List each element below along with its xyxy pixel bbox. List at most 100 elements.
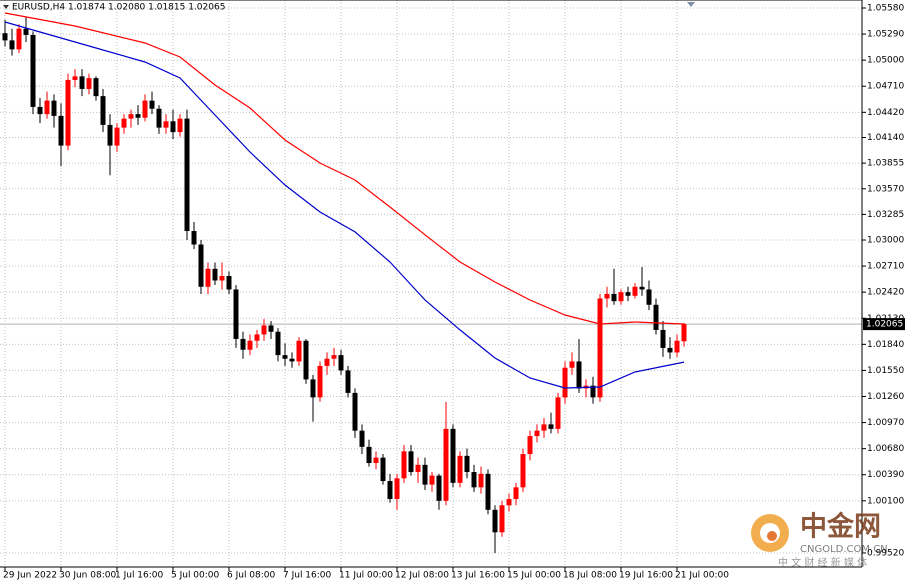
- candle-body: [387, 481, 393, 500]
- candle-body: [254, 334, 260, 341]
- x-tick-label: 29 Jun 2022: [3, 571, 57, 581]
- candle-body: [485, 473, 491, 510]
- candle-body: [492, 509, 498, 533]
- candle-body: [44, 100, 50, 115]
- moving-average: [4, 21, 685, 389]
- candle-body: [233, 289, 239, 339]
- candle-body: [282, 355, 288, 359]
- y-tick-label: 1.00100: [867, 496, 904, 506]
- y-tick-label: 1.01260: [867, 392, 904, 402]
- candle-body: [674, 340, 680, 353]
- candle-body: [443, 428, 449, 501]
- candle-body: [16, 28, 22, 50]
- candle-body: [422, 464, 428, 485]
- candle-body: [205, 268, 211, 287]
- candle-body: [534, 430, 540, 437]
- candle-body: [135, 114, 141, 118]
- candle-body: [562, 367, 568, 398]
- candle-body: [121, 118, 127, 128]
- candle-body: [338, 355, 344, 371]
- candle-body: [303, 340, 309, 380]
- x-tick-label: 1 Jul 16:00: [115, 571, 164, 581]
- x-tick-label: 7 Jul 16:00: [283, 571, 332, 581]
- candle-body: [226, 275, 232, 290]
- candle-body: [30, 34, 36, 107]
- candle-body: [191, 231, 197, 245]
- x-tick-label: 5 Jul 00:00: [171, 571, 220, 581]
- y-tick-label: 1.03285: [867, 210, 904, 220]
- y-tick-label: 1.05000: [867, 56, 904, 66]
- candle-body: [569, 361, 575, 368]
- candle-body: [478, 473, 484, 488]
- candle-body: [240, 338, 246, 350]
- candle-body: [527, 436, 533, 455]
- candle-body: [114, 127, 120, 146]
- candle-body: [37, 106, 43, 115]
- candle-body: [296, 340, 302, 362]
- candle-body: [667, 347, 673, 353]
- y-tick-label: 0.99520: [867, 548, 904, 558]
- grid: [0, 0, 862, 567]
- watermark-brand: 中金网: [800, 511, 881, 543]
- candle-body: [331, 355, 337, 359]
- candle-body: [611, 293, 617, 302]
- candle-body: [163, 121, 169, 128]
- candle-body: [261, 325, 267, 335]
- candle-body: [597, 298, 603, 398]
- candle-body: [86, 78, 92, 89]
- x-tick-label: 30 Jun 08:00: [59, 571, 116, 581]
- y-tick-label: 1.03855: [867, 159, 904, 169]
- candle-body: [653, 304, 659, 330]
- candle-body: [156, 108, 162, 128]
- candle-body: [65, 79, 71, 146]
- moving-average: [4, 12, 685, 325]
- candle-body: [198, 244, 204, 287]
- candle-body: [128, 114, 134, 119]
- candle-body: [457, 455, 463, 483]
- candle-body: [324, 358, 330, 366]
- x-tick-label: 13 Jul 16:00: [451, 571, 505, 581]
- candle-body: [72, 76, 78, 80]
- candle-body: [345, 370, 351, 393]
- candle-body: [177, 118, 183, 133]
- y-tick-label: 1.04420: [867, 108, 904, 118]
- price-label-box: [863, 318, 905, 331]
- watermark-site: CNGOLD.COM.CN: [800, 544, 888, 555]
- x-tick-label: 12 Jul 08:00: [395, 571, 449, 581]
- y-tick-label: 1.04140: [867, 133, 904, 143]
- candle-body: [107, 124, 113, 146]
- candle-body: [499, 505, 505, 533]
- candle-body: [79, 76, 85, 89]
- candle-body: [639, 286, 645, 290]
- x-tick-label: 19 Jul 16:00: [619, 571, 673, 581]
- candle-body: [632, 286, 638, 296]
- candle-body: [408, 451, 414, 473]
- candle-body: [310, 379, 316, 398]
- candle-body: [401, 451, 407, 479]
- candle-body: [436, 475, 442, 501]
- y-tick-label: 1.02710: [867, 262, 904, 272]
- x-tick-label: 11 Jul 00:00: [339, 571, 393, 581]
- watermark: 中金网 CNGOLD.COM.CN 中 文 财 经 新 媒 体: [751, 511, 888, 569]
- y-tick-label: 1.04710: [867, 82, 904, 92]
- y-tick-label: 1.00680: [867, 444, 904, 454]
- shift-marker: [687, 2, 695, 7]
- candle-body: [184, 118, 190, 232]
- x-tick-label: 21 Jul 00:00: [675, 571, 729, 581]
- y-tick-label: 1.03570: [867, 184, 904, 194]
- candle-body: [170, 121, 176, 133]
- price-label: 1.02065: [866, 320, 903, 330]
- candle-body: [149, 100, 155, 109]
- legend-icon: [3, 5, 9, 9]
- legend-text: EURUSD,H4 1.01874 1.02080 1.01815 1.0206…: [12, 3, 225, 13]
- candle-body: [373, 457, 379, 464]
- x-tick-label: 18 Jul 08:00: [563, 571, 617, 581]
- candle-body: [548, 424, 554, 429]
- candle-body: [100, 96, 106, 125]
- candle-body: [520, 454, 526, 488]
- candle-body: [58, 115, 64, 146]
- candle-body: [359, 430, 365, 447]
- y-tick-label: 1.05290: [867, 30, 904, 40]
